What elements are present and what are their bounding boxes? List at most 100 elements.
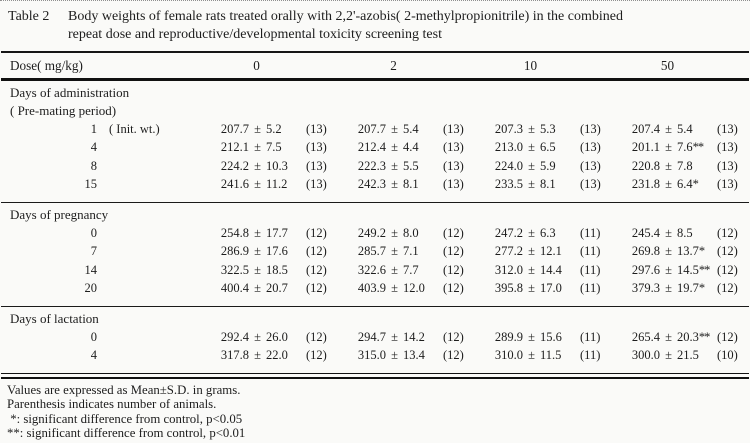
data-cell: 286.9 ±17.6 (12) [199,244,336,259]
table-row: 8 224.2 ±10.3 (13) 222.3 ±5.5 (13) 224.0 ±5.9 (13… [1,157,749,176]
plus-minus-sign: ± [665,225,672,240]
plus-minus-sign: ± [665,121,672,136]
row-day: 0 [90,225,97,240]
animal-count: (13) [717,177,738,192]
cell-sd: 17.7 [266,225,288,240]
cell-mean: 231.8 [631,177,660,192]
cell-mean: 269.8 [631,244,660,259]
cell-value: 212.4 ±4.4 [344,140,443,155]
cell-value: 322.6 ±7.7 [344,263,443,278]
row-label: 1 ( Init. wt.) [1,122,199,137]
animal-count: (12) [443,225,464,240]
row-label: 4 [1,140,199,155]
data-cell: 245.4 ±8.5 (12) [610,226,747,241]
animal-count: (12) [306,262,327,277]
animal-count: (13) [717,121,738,136]
animal-count: (13) [306,121,327,136]
cell-value: 242.3 ±8.1 [344,177,443,192]
cell-sd-group: 12.0 [403,281,443,296]
cell-sd-group: 13.4 [403,348,443,363]
cell-sd: 6.5 [540,140,556,155]
table-row: 15 241.6 ±11.2 (13) 242.3 ±8.1 (13) 233.5 ±8.1 (1… [1,176,749,195]
plus-minus-sign: ± [254,225,261,240]
cell-mean: 212.1 [220,140,249,155]
cell-sd: 5.9 [540,158,556,173]
data-cell: 233.5 ±8.1 (13) [473,177,610,192]
cell-mean: 242.3 [357,177,386,192]
cell-sd-group: 12.1 [540,244,580,259]
cell-mean: 322.5 [220,262,249,277]
data-cell: 322.5 ±18.5 (12) [199,263,336,278]
cell-value: 212.1 ±7.5 [207,140,306,155]
cell-value: 233.5 ±8.1 [481,177,580,192]
significance-mark: * [692,177,699,192]
cell-value: 379.3 ±19.7* [618,281,717,296]
row-day: 14 [84,262,98,277]
cell-mean: 265.4 [631,329,660,344]
plus-minus-sign: ± [391,121,398,136]
cell-sd: 13.7 [677,244,699,259]
data-cell: 312.0 ±14.4 (11) [473,263,610,278]
animal-count: (11) [580,281,601,296]
dose-value-2: 2 [390,57,397,73]
plus-minus-sign: ± [665,244,672,259]
data-cell: 231.8 ±6.4* (13) [610,177,747,192]
cell-sd: 7.6 [677,140,693,155]
cell-mean: 285.7 [357,244,386,259]
cell-sd: 8.1 [403,177,419,192]
data-cell: 315.0 ±13.4 (12) [336,348,473,363]
cell-value: 317.8 ±22.0 [207,348,306,363]
cell-value: 222.3 ±5.5 [344,159,443,174]
cell-sd-group: 14.2 [403,330,443,345]
cell-value: 249.2 ±8.0 [344,226,443,241]
cell-value: 231.8 ±6.4* [618,177,717,192]
data-cell: 249.2 ±8.0 (12) [336,226,473,241]
animal-count: (13) [717,158,738,173]
footnote-parenthesis: Parenthesis indicates number of animals. [7,397,217,412]
cell-sd: 11.2 [266,177,288,192]
plus-minus-sign: ± [254,262,261,277]
cell-sd: 5.4 [403,121,419,136]
row-day: 15 [84,177,98,192]
cell-sd-group: 14.5** [677,263,717,278]
cell-value: 269.8 ±13.7* [618,244,717,259]
cell-value: 300.0 ±21.5 [618,348,717,363]
cell-mean: 207.7 [220,121,249,136]
cell-sd: 14.5 [677,262,699,277]
plus-minus-sign: ± [665,281,672,296]
caption-line-1: Body weights of female rats treated oral… [68,9,623,24]
cell-value: 201.1 ±7.6** [618,140,717,155]
cell-sd-group: 14.4 [540,263,580,278]
plus-minus-sign: ± [391,244,398,259]
plus-minus-sign: ± [391,158,398,173]
animal-count: (13) [717,140,738,155]
cell-value: 213.0 ±6.5 [481,140,580,155]
cell-sd-group: 17.0 [540,281,580,296]
cell-sd-group: 22.0 [266,348,306,363]
cell-sd: 20.3 [677,329,699,344]
cell-value: 285.7 ±7.1 [344,244,443,259]
animal-count: (12) [717,262,738,277]
plus-minus-sign: ± [391,225,398,240]
cell-sd: 8.1 [540,177,556,192]
cell-mean: 297.6 [631,262,660,277]
table-row: 4 317.8 ±22.0 (12) 315.0 ±13.4 (12) 310.0 ±11.5 (… [1,347,749,366]
data-cell: 300.0 ±21.5 (10) [610,348,747,363]
row-label: 14 [1,263,199,278]
table-row: 14 322.5 ±18.5 (12) 322.6 ±7.7 (12) 312.0 ±14.4 (… [1,261,749,280]
animal-count: (12) [717,329,738,344]
cell-mean: 292.4 [220,329,249,344]
table-bottom-rule [1,373,749,379]
animal-count: (12) [306,348,327,363]
animal-count: (10) [717,348,738,363]
cell-sd-group: 10.3 [266,159,306,174]
plus-minus-sign: ± [391,281,398,296]
cell-mean: 220.8 [631,158,660,173]
table-row: 4 212.1 ±7.5 (13) 212.4 ±4.4 (13) 213.0 ±6.5 (13)… [1,139,749,158]
data-cell: 201.1 ±7.6** (13) [610,140,747,155]
cell-value: 400.4 ±20.7 [207,281,306,296]
animal-count: (12) [306,281,327,296]
dose-column-header: 0 [199,58,336,74]
cell-mean: 289.9 [494,329,523,344]
plus-minus-sign: ± [528,158,535,173]
